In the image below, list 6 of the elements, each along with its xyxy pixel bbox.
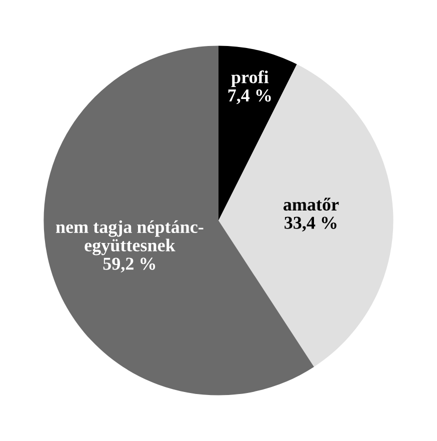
slice-label: amatőr: [284, 198, 339, 211]
data-label: 33,4 %: [284, 216, 336, 232]
data-label: 59,2 %: [103, 258, 156, 272]
data-label: 7,4 %: [228, 89, 271, 104]
slice-label: nem tagja néptánc- együttesnek: [56, 220, 204, 256]
slice-label: profi: [231, 70, 269, 87]
